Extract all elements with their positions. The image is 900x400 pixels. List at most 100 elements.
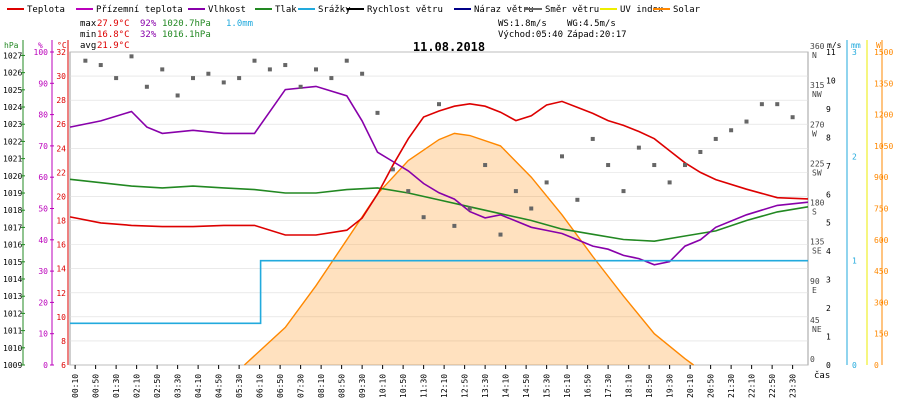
pressure-tick-label: 1020 bbox=[3, 172, 22, 181]
direction-compass-label: SE bbox=[812, 247, 822, 256]
time-tick-label: 21:30 bbox=[727, 374, 736, 398]
wind-direction-point bbox=[652, 163, 657, 168]
direction-tick-label: 90 bbox=[810, 277, 820, 286]
wind-direction-point bbox=[360, 71, 365, 76]
direction-tick-label: 0 bbox=[810, 355, 815, 364]
temp-tick-label: 6 bbox=[61, 361, 66, 370]
time-tick-label: 01:30 bbox=[112, 374, 121, 398]
wind-direction-point bbox=[452, 223, 457, 228]
temp-tick-label: 32 bbox=[56, 48, 66, 57]
time-tick-label: 22:10 bbox=[748, 374, 757, 398]
temp-tick-label: 24 bbox=[56, 144, 66, 153]
pressure-tick-label: 1016 bbox=[3, 241, 22, 250]
humidity-tick-label: 90 bbox=[38, 79, 48, 88]
stats-max-hum: 92% bbox=[140, 19, 157, 29]
wind-tick-label: 7 bbox=[826, 162, 831, 171]
wind-tick-label: 4 bbox=[826, 247, 831, 256]
temp-tick-label: 14 bbox=[56, 265, 66, 274]
wind-direction-point bbox=[390, 167, 395, 172]
temperature-line bbox=[69, 100, 809, 236]
time-tick-label: 10:50 bbox=[399, 374, 408, 398]
pressure-tick-label: 1012 bbox=[3, 309, 22, 318]
time-tick-label: 20:50 bbox=[707, 374, 716, 398]
time-tick-label: 06:10 bbox=[256, 374, 265, 398]
direction-tick-label: 180 bbox=[810, 199, 825, 208]
pressure-tick-label: 1019 bbox=[3, 189, 22, 198]
legend-entry: Vlhkost bbox=[208, 5, 246, 15]
pressure-tick-label: 1018 bbox=[3, 206, 22, 215]
time-tick-label: 04:10 bbox=[194, 374, 203, 398]
wind-direction-point bbox=[421, 215, 426, 220]
time-tick-label: 22:50 bbox=[768, 374, 777, 398]
wind-tick-label: 2 bbox=[826, 304, 831, 313]
wind-direction-point bbox=[114, 76, 119, 81]
pressure-tick-label: 1022 bbox=[3, 137, 22, 146]
legend-entry: Přízemní teplota bbox=[96, 5, 183, 15]
sunset-time: Západ:20:17 bbox=[567, 30, 627, 40]
pressure-tick-label: 1017 bbox=[3, 223, 22, 232]
wind-direction-point bbox=[575, 197, 580, 202]
temp-tick-label: 22 bbox=[56, 168, 66, 177]
solar-tick-label: 1350 bbox=[874, 79, 893, 88]
wind-tick-label: 0 bbox=[826, 361, 831, 370]
legend-entry: Tlak bbox=[275, 5, 297, 15]
stats-min-temp: 16.8°C bbox=[97, 30, 130, 40]
time-tick-label: 12:10 bbox=[440, 374, 449, 398]
wind-direction-point bbox=[590, 136, 595, 141]
temp-tick-label: 10 bbox=[56, 313, 66, 322]
time-tick-label: 13:30 bbox=[481, 374, 490, 398]
solar-tick-label: 0 bbox=[874, 361, 879, 370]
humidity-axis-unit: % bbox=[38, 41, 43, 50]
pressure-tick-label: 1009 bbox=[3, 361, 22, 370]
temp-tick-label: 16 bbox=[56, 241, 66, 250]
legend-entry: Teplota bbox=[27, 5, 65, 15]
direction-tick-label: 270 bbox=[810, 120, 825, 129]
x-axis-label: čas bbox=[814, 370, 830, 381]
wind-direction-point bbox=[621, 189, 626, 194]
stats-max-press: 1020.7hPa bbox=[162, 19, 211, 29]
wind-tick-label: 11 bbox=[826, 48, 836, 57]
time-tick-label: 08:50 bbox=[338, 374, 347, 398]
wind-direction-point bbox=[267, 67, 272, 72]
wind-direction-point bbox=[713, 136, 718, 141]
solar-line bbox=[243, 132, 695, 366]
wind-tick-label: 9 bbox=[826, 105, 831, 114]
wind-direction-point bbox=[83, 58, 88, 63]
humidity-tick-label: 0 bbox=[43, 361, 48, 370]
humidity-tick-label: 30 bbox=[38, 267, 48, 276]
humidity-tick-label: 80 bbox=[38, 111, 48, 120]
wind-direction-point bbox=[160, 67, 165, 72]
time-tick-label: 06:50 bbox=[276, 374, 285, 398]
temp-tick-label: 18 bbox=[56, 217, 66, 226]
wind-direction-point bbox=[606, 163, 611, 168]
solar-axis-unit: W bbox=[876, 41, 881, 50]
time-tick-label: 16:10 bbox=[563, 374, 572, 398]
stats-block: max 27.9°C 92% 1020.7hPa 1.0mm min 16.8°… bbox=[80, 19, 253, 51]
stats-avg-label: avg bbox=[80, 41, 96, 51]
legend-entry: Náraz větru bbox=[474, 5, 534, 15]
time-tick-label: 18:50 bbox=[645, 374, 654, 398]
legend-entry: Solar bbox=[673, 5, 701, 15]
pressure-tick-label: 1021 bbox=[3, 155, 22, 164]
humidity-line bbox=[69, 85, 809, 266]
wind-info-block: WS:1.8m/s WG:4.5m/s Východ:05:40 Západ:2… bbox=[498, 19, 627, 40]
temp-tick-label: 12 bbox=[56, 289, 66, 298]
time-tick-label: 16:50 bbox=[584, 374, 593, 398]
direction-tick-label: 360 bbox=[810, 42, 825, 51]
wind-direction-point bbox=[744, 119, 749, 124]
time-tick-label: 08:10 bbox=[317, 374, 326, 398]
wind-direction-point bbox=[206, 71, 211, 76]
wind-direction-point bbox=[544, 180, 549, 185]
solar-area bbox=[244, 133, 694, 365]
temp-tick-label: 26 bbox=[56, 120, 66, 129]
wind-direction-point bbox=[283, 63, 288, 68]
pressure-tick-label: 1014 bbox=[3, 275, 22, 284]
wind-tick-label: 10 bbox=[826, 76, 836, 85]
wind-direction-point bbox=[667, 180, 672, 185]
wind-direction-point bbox=[98, 63, 103, 68]
wind-direction-point bbox=[375, 110, 380, 115]
direction-compass-label: SW bbox=[812, 168, 822, 177]
wind-direction-point bbox=[636, 145, 641, 150]
